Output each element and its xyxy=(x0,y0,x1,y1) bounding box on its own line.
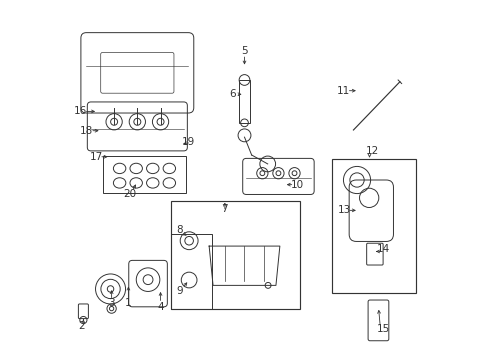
Text: 11: 11 xyxy=(337,86,350,96)
Bar xyxy=(239,80,249,123)
Bar xyxy=(331,158,415,293)
Bar xyxy=(103,156,185,193)
Text: 17: 17 xyxy=(89,152,102,162)
Text: 8: 8 xyxy=(176,225,183,235)
Text: 9: 9 xyxy=(176,286,183,296)
Text: 16: 16 xyxy=(73,107,87,116)
Text: 14: 14 xyxy=(376,244,389,253)
Bar xyxy=(171,234,212,309)
Text: 3: 3 xyxy=(108,298,115,308)
Text: 2: 2 xyxy=(78,321,84,331)
Text: 19: 19 xyxy=(182,138,195,148)
Text: 5: 5 xyxy=(241,46,247,57)
Text: 6: 6 xyxy=(229,89,236,99)
Text: 13: 13 xyxy=(337,205,350,215)
Text: 20: 20 xyxy=(122,189,136,199)
Text: 4: 4 xyxy=(157,302,163,312)
Text: 18: 18 xyxy=(80,126,93,136)
Text: 7: 7 xyxy=(221,204,228,214)
Text: 15: 15 xyxy=(376,324,389,334)
Text: 12: 12 xyxy=(365,146,378,156)
Text: 1: 1 xyxy=(125,298,131,308)
Text: 10: 10 xyxy=(290,180,304,190)
Bar xyxy=(171,202,299,309)
